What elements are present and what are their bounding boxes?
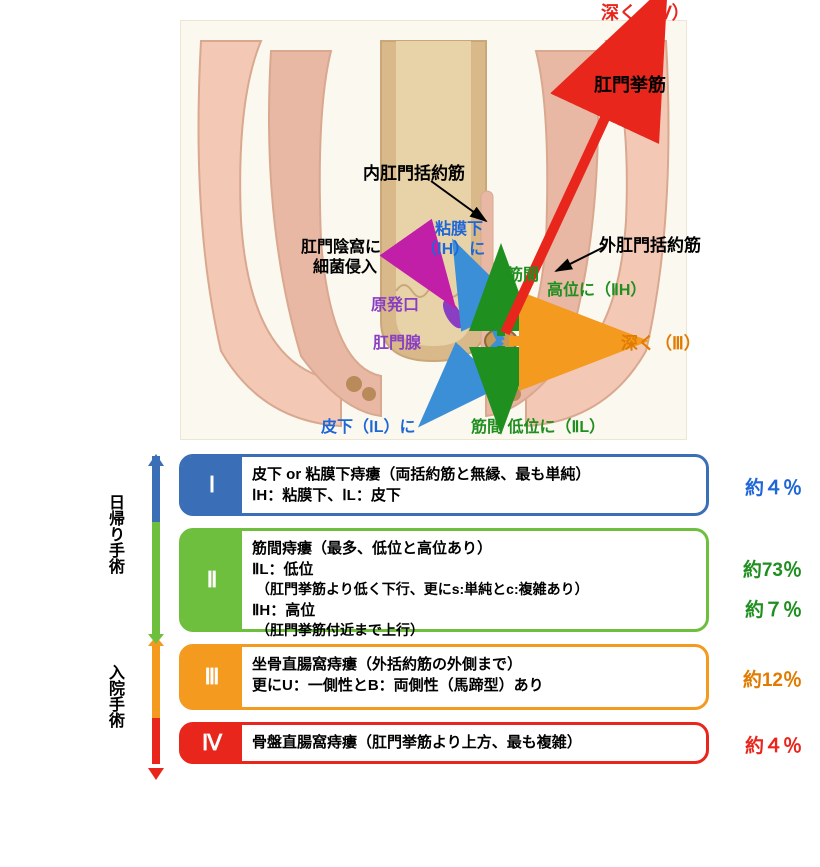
lbl-low: 筋間 低位に（ⅡL） bbox=[471, 413, 605, 437]
lbl-deep3: 深く（Ⅲ） bbox=[621, 329, 701, 354]
class-row-Ⅳ: 約４％Ⅳ骨盤直腸窩痔瘻（肛門挙筋より上方、最も複雑） bbox=[179, 722, 709, 764]
bracket-label: 日帰り手術 bbox=[102, 494, 126, 574]
class-line: 筋間痔瘻（最多、低位と高位あり） bbox=[252, 537, 696, 558]
bracket-tick bbox=[148, 454, 164, 466]
class-pct: 約73％ bbox=[743, 555, 802, 582]
classification-table: 約４％Ⅰ皮下 or 粘膜下痔瘻（両括約筋と無縁、最も単純）ⅠH：粘膜下、ⅠL：皮… bbox=[179, 454, 709, 776]
class-pct: 約12％ bbox=[743, 665, 802, 692]
lbl-high: 高位に（ⅡH） bbox=[547, 276, 646, 300]
class-line: 骨盤直腸窩痔瘻（肛門挙筋より上方、最も複雑） bbox=[252, 731, 696, 752]
class-row-Ⅲ: 約12％Ⅲ坐骨直腸窩痔瘻（外括約筋の外側まで）更にU：一側性とB：両側性（馬蹄型… bbox=[179, 644, 709, 710]
lbl-int-sph: 内肛門括約筋 bbox=[363, 159, 465, 184]
bracket-seg bbox=[152, 646, 160, 718]
class-line: ⅡL：低位（肛門挙筋より低く下行、更にs:単純とc:複雑あり） bbox=[252, 558, 696, 599]
class-pct: 約７％ bbox=[745, 595, 802, 622]
class-line: 坐骨直腸窩痔瘻（外括約筋の外側まで） bbox=[252, 653, 696, 674]
class-tag: Ⅳ bbox=[182, 725, 242, 761]
class-pct: 約４％ bbox=[745, 473, 802, 500]
class-line: 皮下 or 粘膜下痔瘻（両括約筋と無縁、最も単純） bbox=[252, 463, 696, 484]
class-pct: 約４％ bbox=[745, 731, 802, 758]
class-row-Ⅱ: 約73％約７％Ⅱ筋間痔瘻（最多、低位と高位あり）ⅡL：低位（肛門挙筋より低く下行… bbox=[179, 528, 709, 632]
class-sub: （肛門挙筋付近まで上行） bbox=[252, 622, 424, 638]
root: 深く（Ⅳ） 肛門挙筋 内肛門括約筋 外肛門括約筋 肛門陰窩に 細菌侵入 粘膜下 … bbox=[0, 0, 820, 867]
bracket-tick bbox=[148, 768, 164, 780]
lbl-gland: 肛門腺 bbox=[373, 329, 421, 353]
lbl-primary: 原発口 bbox=[371, 291, 419, 315]
lbl-inter-musc: 筋間 bbox=[507, 261, 539, 285]
lbl-deep4: 深く（Ⅳ） bbox=[601, 0, 690, 25]
class-body: 皮下 or 粘膜下痔瘻（両括約筋と無縁、最も単純）ⅠH：粘膜下、ⅠL：皮下 bbox=[242, 457, 706, 513]
bracket-seg bbox=[152, 522, 160, 634]
lbl-ext-sph: 外肛門括約筋 bbox=[599, 231, 701, 256]
anatomy-diagram: 深く（Ⅳ） 肛門挙筋 内肛門括約筋 外肛門括約筋 肛門陰窩に 細菌侵入 粘膜下 … bbox=[180, 20, 687, 440]
bracket-label: 入院手術 bbox=[102, 664, 126, 728]
class-body: 骨盤直腸窩痔瘻（肛門挙筋より上方、最も複雑） bbox=[242, 725, 706, 761]
lbl-submucosa2: （ⅠH）に bbox=[421, 235, 485, 259]
class-body: 筋間痔瘻（最多、低位と高位あり）ⅡL：低位（肛門挙筋より低く下行、更にs:単純と… bbox=[242, 531, 706, 629]
class-tag: Ⅱ bbox=[182, 531, 242, 629]
class-line: 更にU：一側性とB：両側性（馬蹄型）あり bbox=[252, 674, 696, 695]
class-row-Ⅰ: 約４％Ⅰ皮下 or 粘膜下痔瘻（両括約筋と無縁、最も単純）ⅠH：粘膜下、ⅠL：皮… bbox=[179, 454, 709, 516]
class-line: ⅠH：粘膜下、ⅠL：皮下 bbox=[252, 484, 696, 505]
lbl-subcut: 皮下（ⅠL）に bbox=[321, 413, 416, 437]
lbl-crypt2: 細菌侵入 bbox=[313, 253, 377, 277]
class-tag: Ⅲ bbox=[182, 647, 242, 707]
class-sub: （肛門挙筋より低く下行、更にs:単純とc:複雑あり） bbox=[252, 581, 589, 597]
class-line: ⅡH：高位（肛門挙筋付近まで上行） bbox=[252, 599, 696, 640]
class-tag: Ⅰ bbox=[182, 457, 242, 513]
bracket-seg bbox=[152, 718, 160, 764]
class-body: 坐骨直腸窩痔瘻（外括約筋の外側まで）更にU：一側性とB：両側性（馬蹄型）あり bbox=[242, 647, 706, 707]
bracket-tick bbox=[148, 634, 164, 644]
lbl-levator: 肛門挙筋 bbox=[594, 71, 666, 97]
